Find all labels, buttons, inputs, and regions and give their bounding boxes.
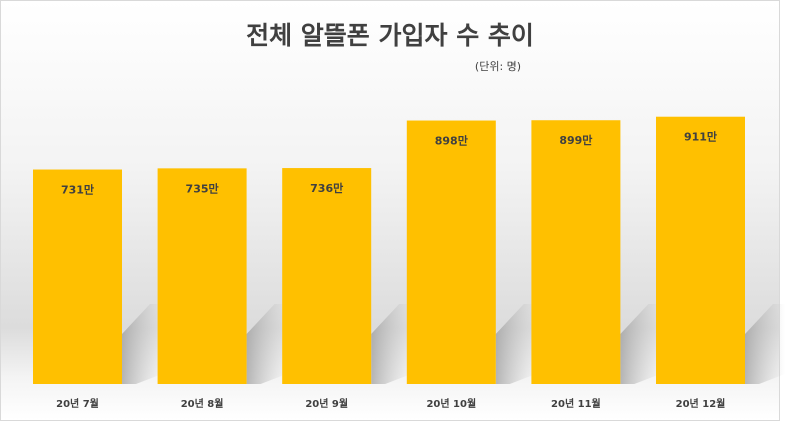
bar bbox=[33, 169, 122, 384]
unit-note: (단위: 명) bbox=[475, 60, 521, 73]
data-label: 898만 bbox=[435, 134, 468, 148]
bar-shadow bbox=[122, 304, 162, 384]
x-tick-label: 20년 12월 bbox=[676, 397, 726, 410]
data-label: 736만 bbox=[310, 181, 343, 195]
bar-shadow bbox=[620, 304, 661, 384]
data-label: 899만 bbox=[559, 133, 592, 147]
bar-shadow bbox=[495, 304, 536, 384]
bar bbox=[406, 120, 496, 385]
x-tick-label: 20년 10월 bbox=[426, 397, 476, 410]
data-label: 731만 bbox=[61, 183, 94, 197]
data-label: 911만 bbox=[684, 130, 717, 144]
bar bbox=[157, 168, 247, 384]
bar bbox=[531, 120, 621, 384]
x-tick-label: 20년 9월 bbox=[305, 397, 348, 410]
bar-shadow bbox=[745, 304, 785, 384]
x-tick-label: 20년 7월 bbox=[56, 397, 99, 410]
chart-title: 전체 알뜰폰 가입자 수 추이 bbox=[246, 21, 534, 50]
bar-shadow bbox=[371, 304, 412, 384]
x-tick-label: 20년 11월 bbox=[551, 397, 601, 410]
x-tick-label: 20년 8월 bbox=[181, 397, 224, 410]
bar-shadow bbox=[246, 304, 287, 384]
data-label: 735만 bbox=[186, 181, 219, 195]
bar bbox=[282, 168, 372, 384]
bar bbox=[656, 116, 745, 385]
